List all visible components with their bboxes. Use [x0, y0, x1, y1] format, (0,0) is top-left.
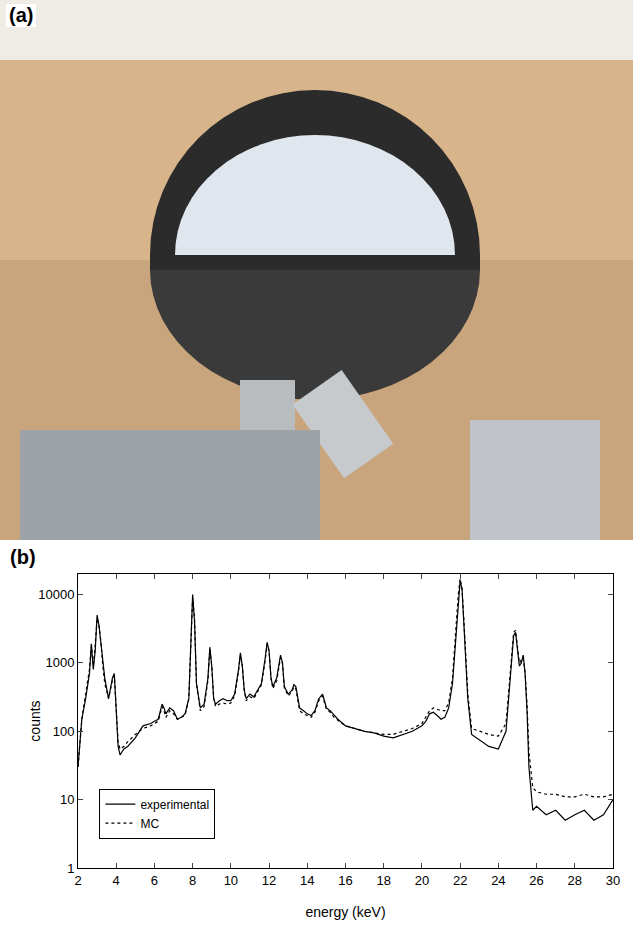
svg-text:2: 2 [74, 873, 81, 888]
svg-text:MC: MC [140, 817, 159, 831]
svg-text:10: 10 [224, 873, 238, 888]
svg-text:22: 22 [453, 873, 467, 888]
svg-text:30: 30 [606, 873, 620, 888]
svg-text:energy (keV): energy (keV) [305, 904, 385, 920]
svg-text:24: 24 [491, 873, 505, 888]
svg-text:1000: 1000 [45, 655, 74, 670]
svg-text:20: 20 [415, 873, 429, 888]
svg-text:4: 4 [113, 873, 120, 888]
svg-text:8: 8 [189, 873, 196, 888]
svg-text:100: 100 [53, 724, 75, 739]
svg-text:12: 12 [262, 873, 276, 888]
html-text:(a): (a) [9, 4, 34, 26]
svg-text:10: 10 [60, 792, 74, 807]
svg-text:14: 14 [300, 873, 314, 888]
svg-text:26: 26 [529, 873, 543, 888]
svg-text:10000: 10000 [38, 587, 74, 602]
svg-text:6: 6 [151, 873, 158, 888]
svg-text:(b): (b) [10, 546, 36, 568]
svg-text:16: 16 [338, 873, 352, 888]
svg-text:28: 28 [568, 873, 582, 888]
svg-text:experimental: experimental [140, 798, 209, 812]
svg-text:counts: counts [27, 700, 43, 741]
svg-text:18: 18 [376, 873, 390, 888]
svg-text:1: 1 [67, 861, 74, 876]
